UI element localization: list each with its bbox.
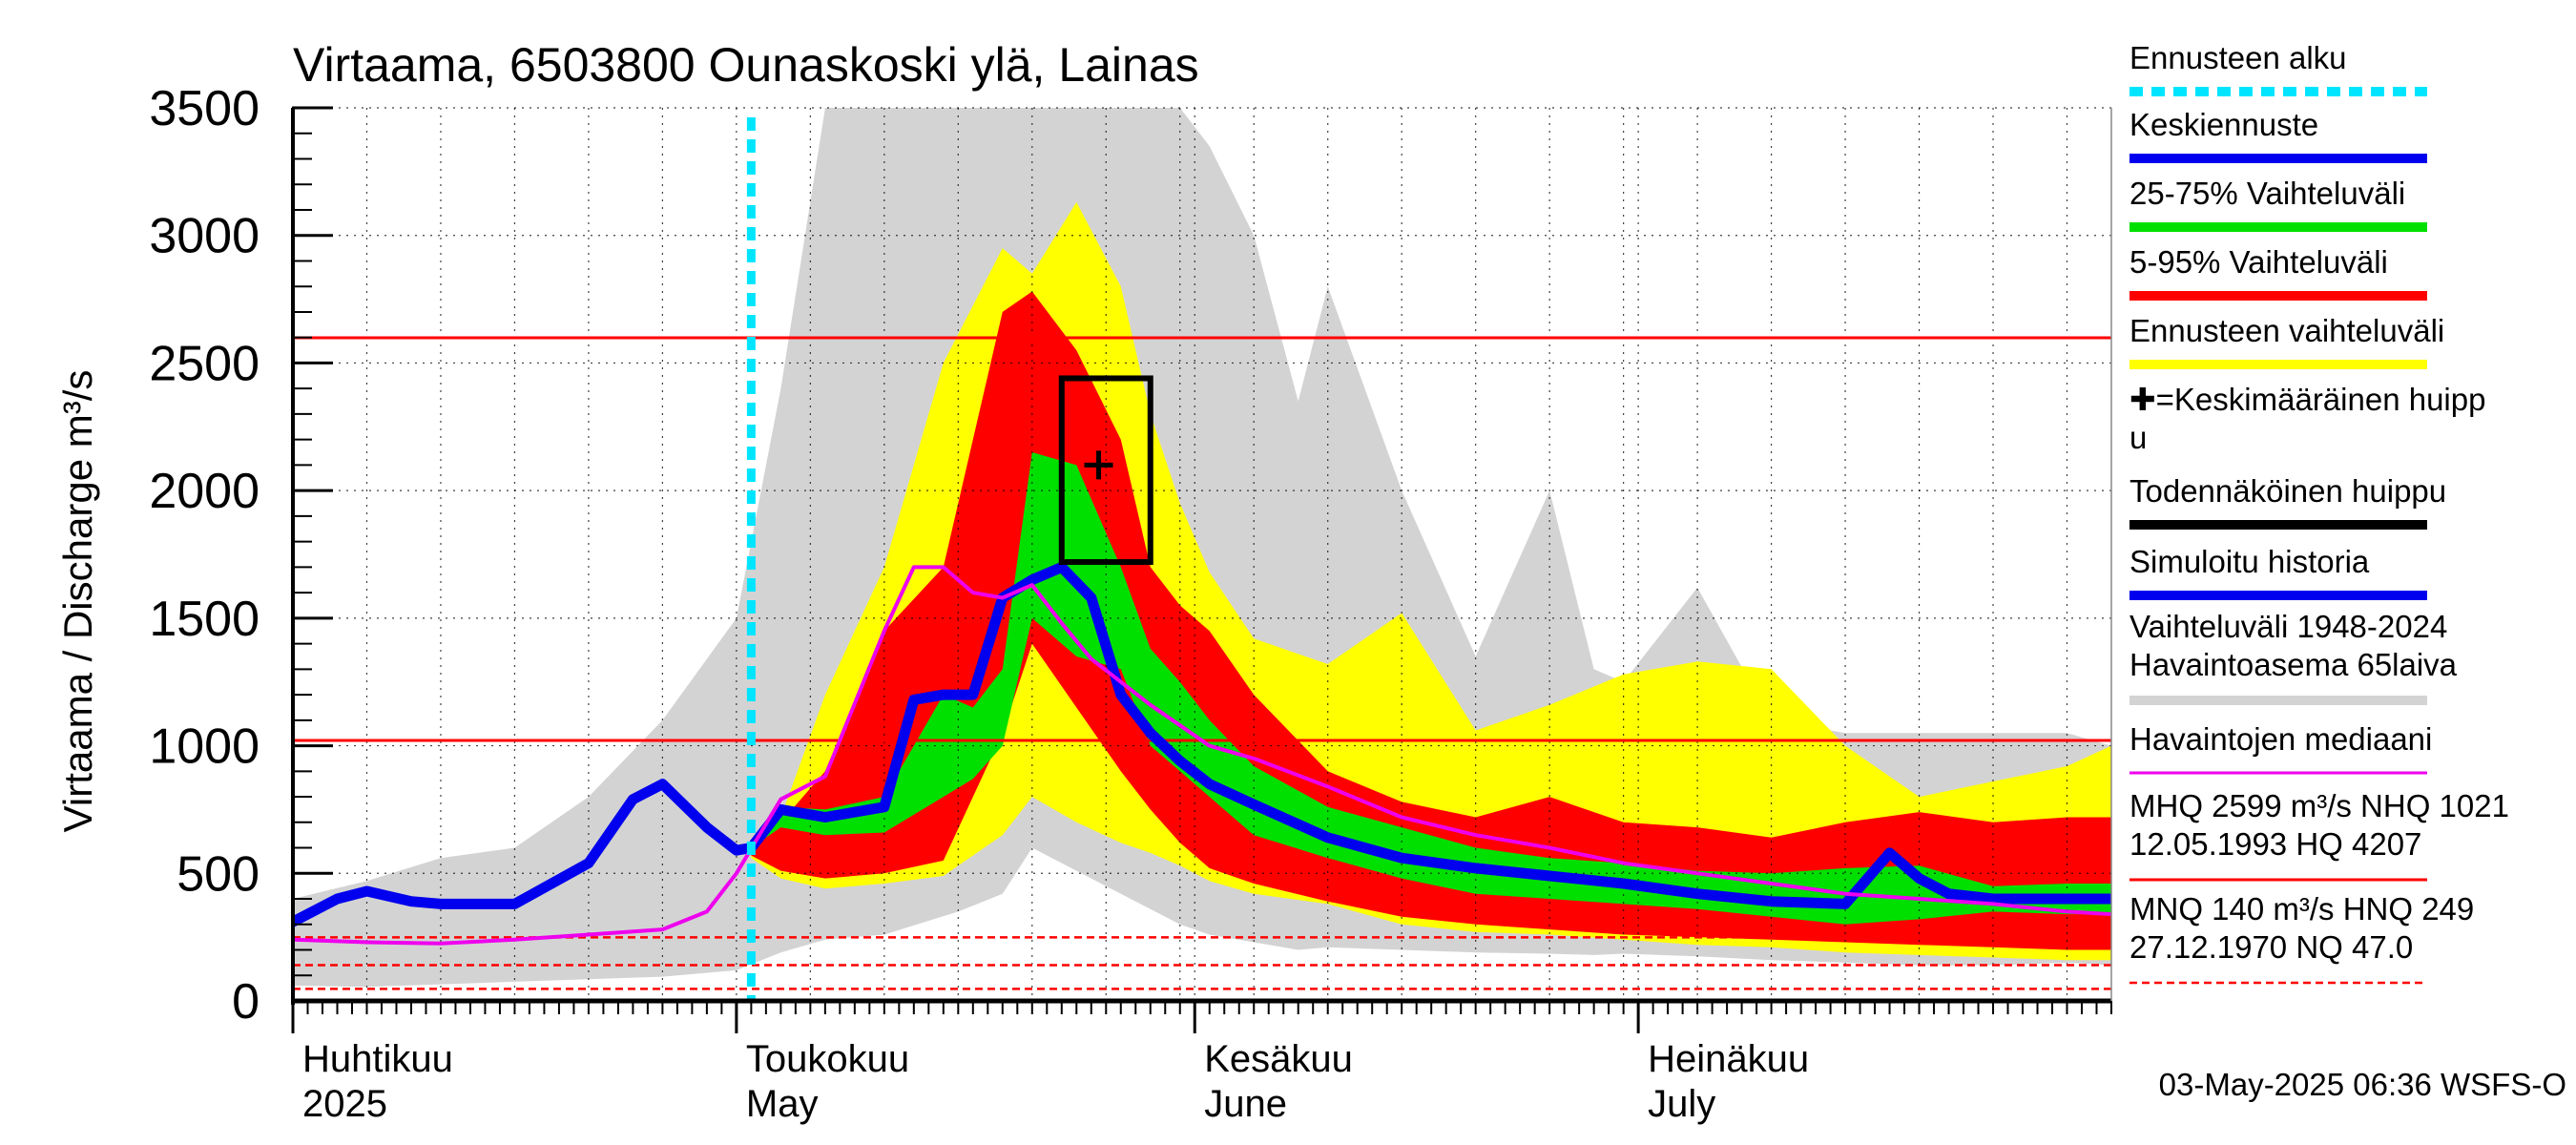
peak-markers	[746, 117, 1153, 1003]
y-axis-label: Virtaama / Discharge m³/s	[55, 370, 100, 833]
y-tick-label: 0	[232, 974, 260, 1030]
month-label-fi: Kesäkuu	[1204, 1038, 1353, 1080]
month-label-fi: Toukokuu	[746, 1038, 909, 1080]
legend-plus-keskim-r-inen-huipp-label: ✚=Keskimääräinen huipp	[2129, 382, 2485, 417]
legend-vaihteluv-li-1948-2024-label-cont: Havaintoasema 65laiva	[2129, 647, 2458, 682]
legend-simuloitu-historia-label: Simuloitu historia	[2129, 544, 2370, 579]
y-tick-label: 500	[177, 846, 260, 902]
chart-title: Virtaama, 6503800 Ounaskoski ylä, Lainas	[293, 38, 1199, 92]
line-keskiennuste	[745, 561, 2111, 909]
legend-mnq-140-m-s-hnq-249-label: MNQ 140 m³/s HNQ 249	[2129, 891, 2474, 926]
month-label-fi: Huhtikuu	[302, 1038, 453, 1080]
y-tick-label: 3500	[149, 81, 260, 136]
line-havaintojen-mediaani	[293, 565, 2111, 946]
legend-25-75-vaihteluv-li-label: 25-75% Vaihteluväli	[2129, 176, 2405, 211]
legend-plus-keskim-r-inen-huipp-label-cont: u	[2129, 420, 2147, 455]
month-label-fi: Heinäkuu	[1648, 1038, 1809, 1080]
reference-lines	[293, 336, 2111, 990]
grid-layer	[292, 107, 2111, 1001]
legend-todenn-k-inen-huippu-label: Todennäköinen huippu	[2129, 473, 2446, 509]
legend-mhq-2599-m-s-nhq-1021-label: MHQ 2599 m³/s NHQ 1021	[2129, 788, 2509, 823]
axes-layer: 0 500 1000 1500 2000 2500 3000 3500 Huhtikuu2025…	[149, 81, 2112, 1125]
plot-area: 0 500 1000 1500 2000 2500 3000 3500 Huhtikuu2025…	[149, 81, 2112, 1125]
y-tick-label: 1500	[149, 592, 260, 647]
y-tick-label: 3000	[149, 209, 260, 264]
legend-5-95-vaihteluv-li-label: 5-95% Vaihteluväli	[2129, 244, 2388, 280]
legend-vaihteluv-li-1948-2024-label: Vaihteluväli 1948-2024	[2129, 609, 2447, 644]
legend-keskiennuste-label: Keskiennuste	[2129, 107, 2318, 142]
legend-ennusteen-vaihteluv-li-label: Ennusteen vaihteluväli	[2129, 313, 2444, 348]
line-simuloitu-historia	[293, 779, 757, 927]
y-tick-label: 1000	[149, 719, 260, 775]
line-layer	[293, 561, 2111, 946]
legend-mhq-2599-m-s-nhq-1021-label-cont: 12.05.1993 HQ 4207	[2129, 826, 2421, 862]
band-25-75-vaihteluv-li	[751, 452, 2111, 925]
legend: Ennusteen alku Keskiennuste 25-75% Vaihtel…	[2129, 40, 2509, 985]
legend-ennusteen-alku-label: Ennusteen alku	[2129, 40, 2347, 75]
timestamp: 03-May-2025 06:36 WSFS-O	[2159, 1067, 2566, 1102]
legend-havaintojen-mediaani-label: Havaintojen mediaani	[2129, 721, 2432, 757]
mean-peak-cross	[1084, 450, 1113, 480]
month-label-en: May	[746, 1083, 819, 1125]
legend-mnq-140-m-s-hnq-249-label-cont: 27.12.1970 NQ 47.0	[2129, 929, 2413, 965]
probable-peak-box	[1058, 375, 1153, 566]
month-label-en: July	[1648, 1083, 1715, 1125]
band-5-95-vaihteluv-li	[751, 291, 2111, 950]
month-label-en: 2025	[302, 1083, 387, 1125]
y-tick-label: 2500	[149, 336, 260, 391]
y-tick-label: 2000	[149, 464, 260, 519]
month-label-en: June	[1204, 1083, 1287, 1125]
